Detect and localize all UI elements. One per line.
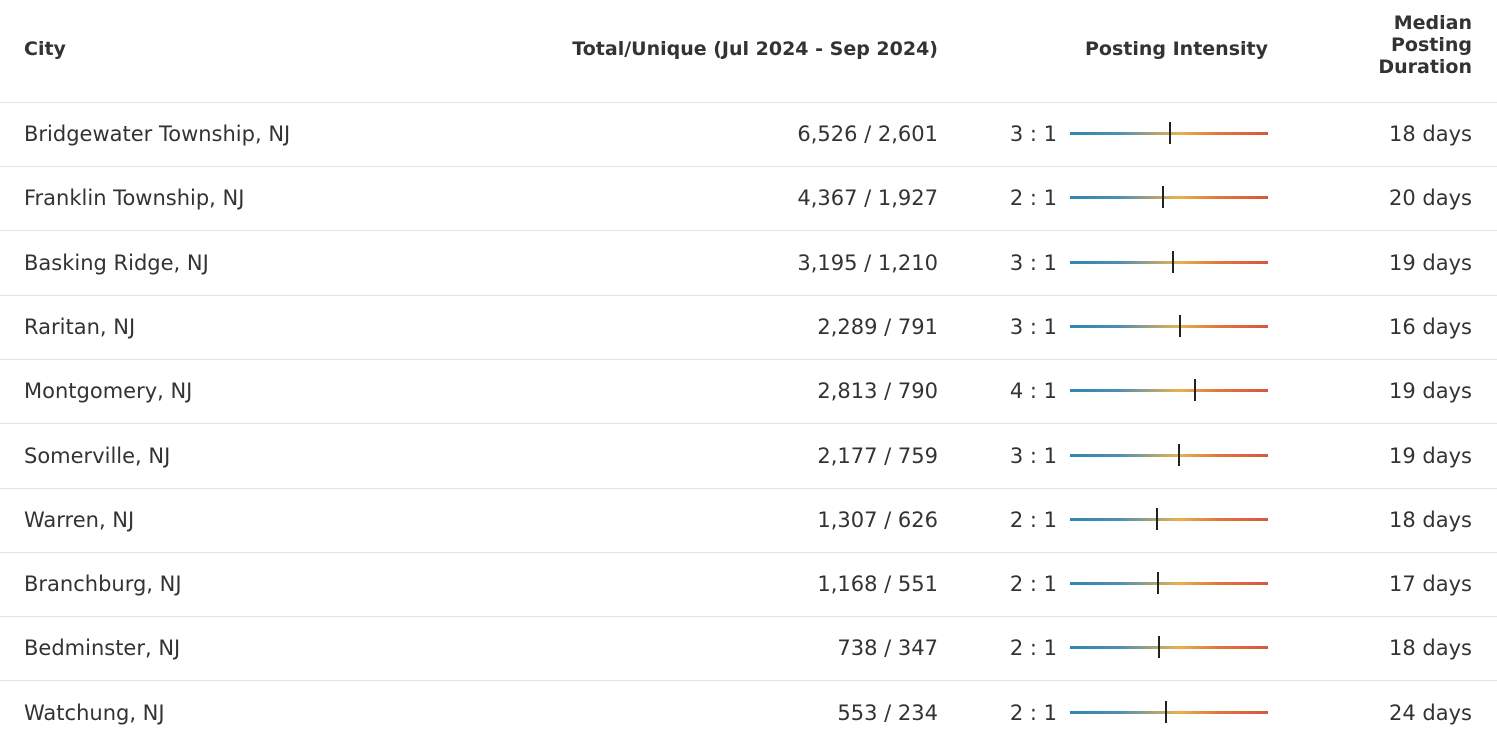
table-row: Warren, NJ 1,307 / 626 2 : 1 18 days [0, 488, 1497, 553]
total: 4,367 / 1,927 [797, 186, 938, 211]
header-row: City Total/Unique (Jul 2024 - Sep 2024) … [0, 0, 1497, 103]
duration: 19 days [1389, 443, 1472, 468]
duration: 18 days [1389, 507, 1472, 532]
duration: 20 days [1389, 186, 1472, 211]
header-intensity: Posting Intensity [1084, 38, 1268, 60]
intensity-marker [1193, 379, 1196, 402]
city: Raritan, NJ [24, 314, 136, 339]
table-row: Franklin Township, NJ 4,367 / 1,927 2 : 1 2… [0, 166, 1497, 232]
total: 2,177 / 759 [817, 443, 938, 468]
total: 3,195 / 1,210 [797, 250, 938, 275]
intensity-bar [1070, 582, 1268, 586]
city: Basking Ridge, NJ [24, 250, 209, 275]
table-row: Somerville, NJ 2,177 / 759 3 : 1 19 days [0, 424, 1497, 489]
table-row: Raritan, NJ 2,289 / 791 3 : 1 16 days [0, 295, 1497, 360]
city: Montgomery, NJ [24, 379, 193, 404]
duration: 19 days [1389, 250, 1472, 275]
intensity-marker [1177, 443, 1180, 466]
header-total: Total/Unique (Jul 2024 - Sep 2024) [572, 38, 938, 60]
total: 2,289 / 791 [817, 314, 938, 339]
intensity: 2 : 1 [1009, 700, 1057, 725]
intensity: 3 : 1 [1009, 122, 1057, 146]
total: 6,526 / 2,601 [797, 122, 938, 146]
table-row: Bridgewater Township, NJ 6,526 / 2,601 3 :… [0, 102, 1497, 167]
intensity: 3 : 1 [1009, 314, 1057, 339]
city: Somerville, NJ [24, 443, 171, 468]
duration: 17 days [1389, 572, 1472, 597]
city: Franklin Township, NJ [24, 186, 245, 211]
city: Bridgewater Township, NJ [24, 122, 291, 146]
intensity: 4 : 1 [1009, 379, 1057, 404]
duration: 19 days [1389, 379, 1472, 404]
city: Branchburg, NJ [24, 572, 182, 597]
intensity: 3 : 1 [1009, 250, 1057, 275]
total: 2,813 / 790 [817, 379, 938, 404]
table-row: Montgomery, NJ 2,813 / 790 4 : 1 19 days [0, 359, 1497, 425]
intensity-bar [1070, 324, 1268, 328]
intensity-marker [1168, 122, 1171, 144]
total: 738 / 347 [837, 636, 938, 661]
intensity-bar [1070, 646, 1268, 650]
intensity-marker [1165, 700, 1168, 723]
intensity-marker [1157, 572, 1160, 595]
intensity-bar [1070, 517, 1268, 521]
intensity-marker [1171, 250, 1174, 273]
intensity-bar [1070, 453, 1268, 457]
table-row: Branchburg, NJ 1,168 / 551 2 : 1 17 days [0, 552, 1497, 618]
city: Watchung, NJ [24, 700, 165, 725]
table-row: Basking Ridge, NJ 3,195 / 1,210 3 : 1 19 da… [0, 231, 1497, 296]
intensity-marker [1156, 507, 1159, 530]
table-row: Watchung, NJ 553 / 234 2 : 1 24 days [0, 681, 1497, 741]
intensity: 2 : 1 [1009, 186, 1057, 211]
intensity-bar [1070, 260, 1268, 264]
total: 1,168 / 551 [817, 572, 938, 597]
intensity: 3 : 1 [1009, 443, 1057, 468]
intensity: 2 : 1 [1009, 636, 1057, 661]
duration: 24 days [1389, 700, 1472, 725]
table-row: Bedminster, NJ 738 / 347 2 : 1 18 days [0, 616, 1497, 682]
duration: 18 days [1389, 122, 1472, 146]
header-city: City [24, 38, 66, 60]
total: 553 / 234 [837, 700, 938, 725]
city: Warren, NJ [24, 507, 135, 532]
intensity-marker [1158, 636, 1161, 659]
total: 1,307 / 626 [817, 507, 938, 532]
intensity-marker [1162, 186, 1165, 209]
intensity-bar [1070, 710, 1268, 714]
intensity: 2 : 1 [1009, 572, 1057, 597]
intensity-marker [1178, 314, 1181, 337]
intensity-bar [1070, 389, 1268, 393]
city: Bedminster, NJ [24, 636, 181, 661]
intensity-bar [1070, 196, 1268, 200]
header-duration: Median Posting Duration [1378, 12, 1472, 78]
duration: 18 days [1389, 636, 1472, 661]
intensity: 2 : 1 [1009, 507, 1057, 532]
duration: 16 days [1389, 314, 1472, 339]
